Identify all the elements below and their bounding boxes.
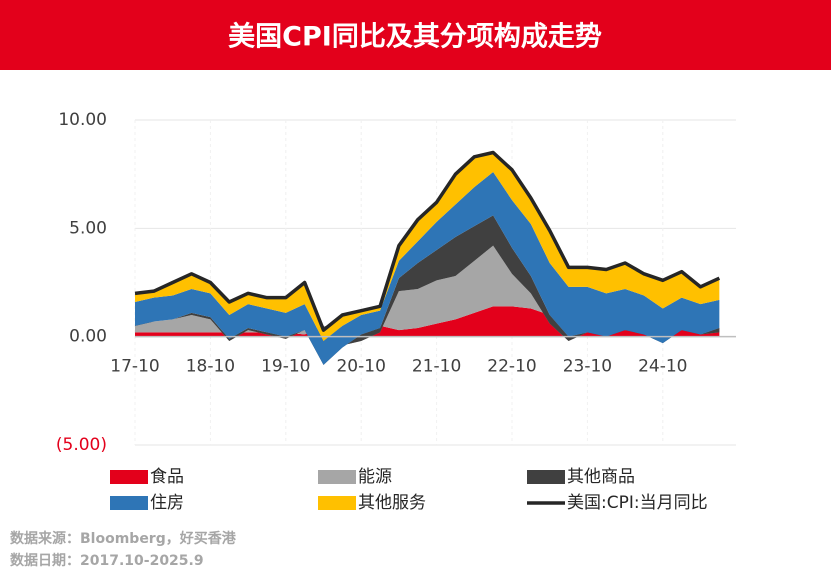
date-note: 数据日期：2017.10-2025.9	[10, 552, 204, 569]
legend-label: 能源	[358, 467, 392, 487]
cpi-line	[134, 150, 721, 332]
area-3	[135, 172, 720, 365]
legend-label: 美国:CPI:当月同比	[567, 493, 708, 513]
title-banner	[0, 0, 831, 70]
legend-label: 住房	[150, 493, 184, 513]
legend-swatch	[318, 470, 356, 484]
x-tick-label: 21-10	[412, 357, 461, 377]
x-tick-label: 22-10	[487, 357, 536, 377]
legend-swatch	[110, 470, 148, 484]
legend-label: 其他服务	[358, 493, 426, 513]
legend-swatch	[527, 470, 565, 484]
y-tick-label: 10.00	[58, 110, 107, 130]
legend-swatch	[318, 496, 356, 510]
x-tick-label: 23-10	[563, 357, 612, 377]
legend-label: 食品	[150, 467, 184, 487]
chart-title: 美国CPI同比及其分项构成走势	[228, 21, 602, 53]
y-tick-label: 5.00	[69, 218, 107, 238]
y-tick-label: 0.00	[69, 327, 107, 347]
x-tick-label: 20-10	[336, 357, 385, 377]
y-tick-label: (5.00)	[56, 435, 107, 455]
legend-swatch	[110, 496, 148, 510]
legend-label: 其他商品	[567, 467, 635, 487]
x-tick-label: 24-10	[638, 357, 687, 377]
x-tick-label: 18-10	[186, 357, 235, 377]
x-tick-label: 19-10	[261, 357, 310, 377]
source-note: 数据来源：Bloomberg，好买香港	[10, 530, 237, 547]
x-tick-label: 17-10	[110, 357, 159, 377]
